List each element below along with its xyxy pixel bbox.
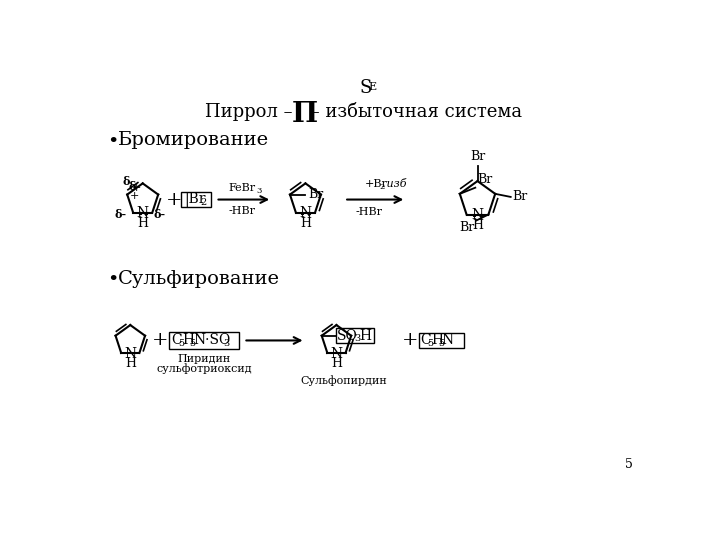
Text: δ: δ bbox=[123, 177, 130, 187]
Bar bbox=[418, 333, 464, 348]
Text: δ-: δ- bbox=[114, 208, 127, 220]
Text: -HBr: -HBr bbox=[228, 206, 256, 217]
Text: +: + bbox=[402, 332, 418, 349]
Text: H: H bbox=[331, 357, 342, 370]
Text: Бромирование: Бромирование bbox=[118, 131, 269, 149]
Text: +: + bbox=[132, 183, 141, 193]
Text: N: N bbox=[125, 347, 136, 361]
Text: δ-: δ- bbox=[154, 208, 166, 220]
Text: – избыточная система: – избыточная система bbox=[305, 103, 523, 122]
Text: C: C bbox=[171, 334, 182, 347]
Text: •: • bbox=[107, 271, 118, 289]
Text: Br: Br bbox=[512, 191, 528, 204]
Text: N: N bbox=[472, 208, 484, 222]
Text: H: H bbox=[138, 217, 148, 230]
Text: N·SO: N·SO bbox=[193, 334, 230, 347]
Text: |Br: |Br bbox=[184, 192, 205, 207]
Bar bbox=[181, 192, 211, 207]
Text: 5: 5 bbox=[189, 339, 195, 348]
Text: 5: 5 bbox=[625, 458, 632, 471]
Text: C: C bbox=[420, 334, 431, 347]
Text: Br: Br bbox=[307, 188, 323, 201]
Text: 3: 3 bbox=[354, 334, 361, 343]
Text: H: H bbox=[359, 329, 371, 343]
Text: δ: δ bbox=[129, 181, 136, 192]
Text: 2: 2 bbox=[379, 183, 384, 191]
Text: 3: 3 bbox=[256, 187, 262, 195]
Text: Br: Br bbox=[470, 150, 485, 163]
Text: П: П bbox=[292, 101, 318, 128]
Text: Br: Br bbox=[459, 221, 474, 234]
Text: Сульфирование: Сульфирование bbox=[118, 269, 280, 288]
Text: сульфотриоксид: сульфотриоксид bbox=[156, 363, 252, 374]
Text: N: N bbox=[442, 334, 454, 347]
Text: •: • bbox=[107, 132, 118, 151]
Text: SO: SO bbox=[337, 329, 358, 343]
Text: 5: 5 bbox=[427, 339, 433, 348]
Text: +: + bbox=[166, 191, 182, 208]
Text: S: S bbox=[360, 79, 372, 97]
Text: +: + bbox=[151, 332, 168, 349]
Text: Пиррол –: Пиррол – bbox=[204, 103, 298, 122]
Bar bbox=[169, 332, 239, 349]
Text: Сульфопирдин: Сульфопирдин bbox=[301, 375, 387, 386]
Text: 5: 5 bbox=[179, 339, 184, 348]
Text: 5: 5 bbox=[438, 339, 444, 348]
Text: N: N bbox=[137, 206, 149, 220]
Text: +Br: +Br bbox=[365, 179, 388, 189]
Text: 2: 2 bbox=[200, 198, 207, 207]
Text: H: H bbox=[182, 334, 194, 347]
Text: Br: Br bbox=[477, 173, 492, 186]
Text: N: N bbox=[330, 347, 343, 361]
Text: N: N bbox=[300, 206, 312, 220]
Text: H: H bbox=[472, 219, 483, 232]
Text: H: H bbox=[125, 357, 136, 370]
Text: H: H bbox=[431, 334, 443, 347]
Text: 3: 3 bbox=[223, 339, 230, 348]
Text: FeBr: FeBr bbox=[228, 183, 256, 193]
Bar bbox=[336, 328, 374, 343]
Text: -HBr: -HBr bbox=[356, 207, 382, 217]
Text: +: + bbox=[130, 191, 139, 201]
Text: изб: изб bbox=[383, 179, 407, 189]
Text: Пиридин: Пиридин bbox=[177, 354, 230, 363]
Text: H: H bbox=[300, 217, 311, 230]
Text: E: E bbox=[369, 82, 377, 92]
